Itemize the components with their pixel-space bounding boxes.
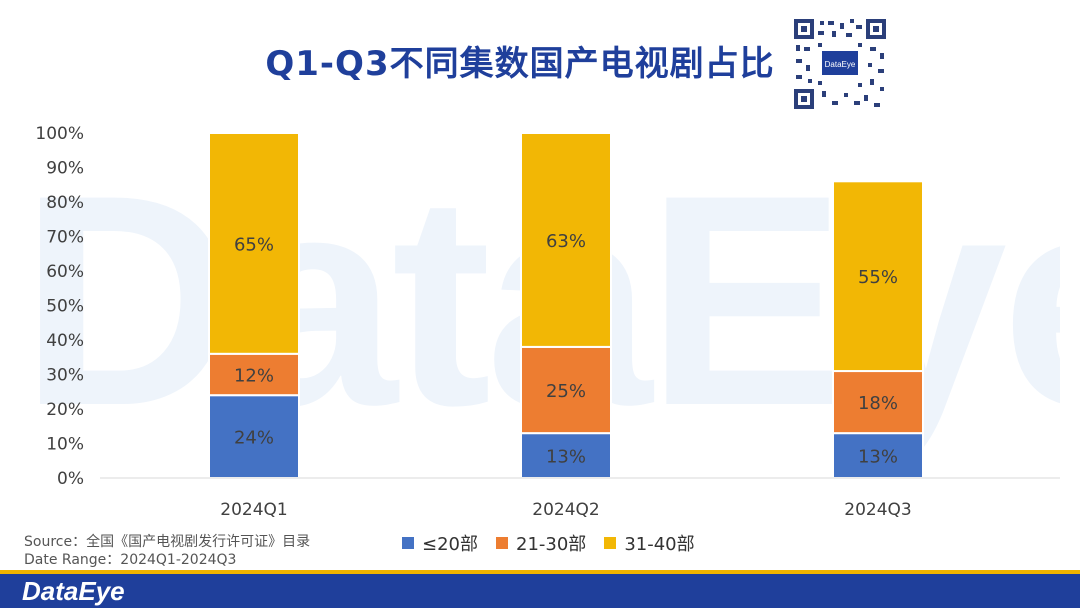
legend-swatch-21-30 xyxy=(496,537,508,549)
y-tick-label: 0% xyxy=(57,469,84,489)
source-note: Source：全国《国产电视剧发行许可证》目录 Date Range：2024Q… xyxy=(24,533,310,569)
legend: ≤20部 21-30部 31-40部 xyxy=(402,530,695,556)
legend-item-21-30: 21-30部 xyxy=(496,530,586,556)
data-label: 18% xyxy=(858,393,898,414)
date-range-line: Date Range：2024Q1-2024Q3 xyxy=(24,552,237,568)
legend-swatch-31-40 xyxy=(604,537,617,549)
data-label: 25% xyxy=(546,381,586,402)
bars: 24% 12% 65% 13% 25% 63% 13% 18% 55% xyxy=(208,132,924,480)
y-tick-label: 10% xyxy=(46,435,84,455)
y-tick-label: 30% xyxy=(46,366,84,386)
y-tick-label: 60% xyxy=(46,262,84,282)
x-axis: 2024Q1 2024Q2 2024Q3 xyxy=(100,477,1060,520)
chart-title: Q1-Q3不同集数国产电视剧占比 xyxy=(265,44,775,84)
bar-segment xyxy=(208,132,300,355)
qr-code: DataEye xyxy=(792,17,888,111)
qr-code-graphic: DataEye xyxy=(792,17,888,111)
bar-segment xyxy=(520,432,612,479)
x-tick-label: 2024Q3 xyxy=(844,500,911,520)
data-label: 13% xyxy=(858,447,898,468)
y-tick-label: 50% xyxy=(46,297,84,317)
bar-segment xyxy=(208,352,300,397)
qr-center-label: DataEye xyxy=(825,60,856,69)
bar-segment xyxy=(520,345,612,435)
bar-segment xyxy=(832,432,924,479)
data-label: 63% xyxy=(546,231,586,252)
legend-label-31-40: 31-40部 xyxy=(624,534,695,555)
y-tick-label: 40% xyxy=(46,331,84,351)
data-label: 24% xyxy=(234,428,274,449)
footer-logo: DataEye xyxy=(22,576,125,606)
legend-swatch-le20 xyxy=(402,537,414,549)
bar-segment xyxy=(520,132,612,348)
data-label: 13% xyxy=(546,447,586,468)
y-tick-label: 100% xyxy=(35,124,84,144)
x-tick-label: 2024Q1 xyxy=(220,500,287,520)
footer-stripe xyxy=(0,570,1080,574)
legend-label-le20: ≤20部 xyxy=(422,534,478,555)
y-axis: 0% 10% 20% 30% 40% 50% 60% 70% 80% 90% 100% xyxy=(35,124,84,489)
y-tick-label: 20% xyxy=(46,400,84,420)
footer-bar: DataEye xyxy=(0,570,1080,608)
legend-item-31-40: 31-40部 xyxy=(604,530,695,556)
bar-segment xyxy=(832,370,924,435)
y-tick-label: 70% xyxy=(46,228,84,248)
legend-item-le20: ≤20部 xyxy=(402,530,478,556)
data-label: 55% xyxy=(858,267,898,288)
data-label: 65% xyxy=(234,234,274,255)
source-line: Source：全国《国产电视剧发行许可证》目录 xyxy=(24,534,311,550)
data-label: 12% xyxy=(234,366,274,387)
y-tick-label: 90% xyxy=(46,159,84,179)
x-tick-label: 2024Q2 xyxy=(532,500,599,520)
y-tick-label: 80% xyxy=(46,193,84,213)
bar-segment xyxy=(832,180,924,373)
legend-label-21-30: 21-30部 xyxy=(516,534,587,555)
